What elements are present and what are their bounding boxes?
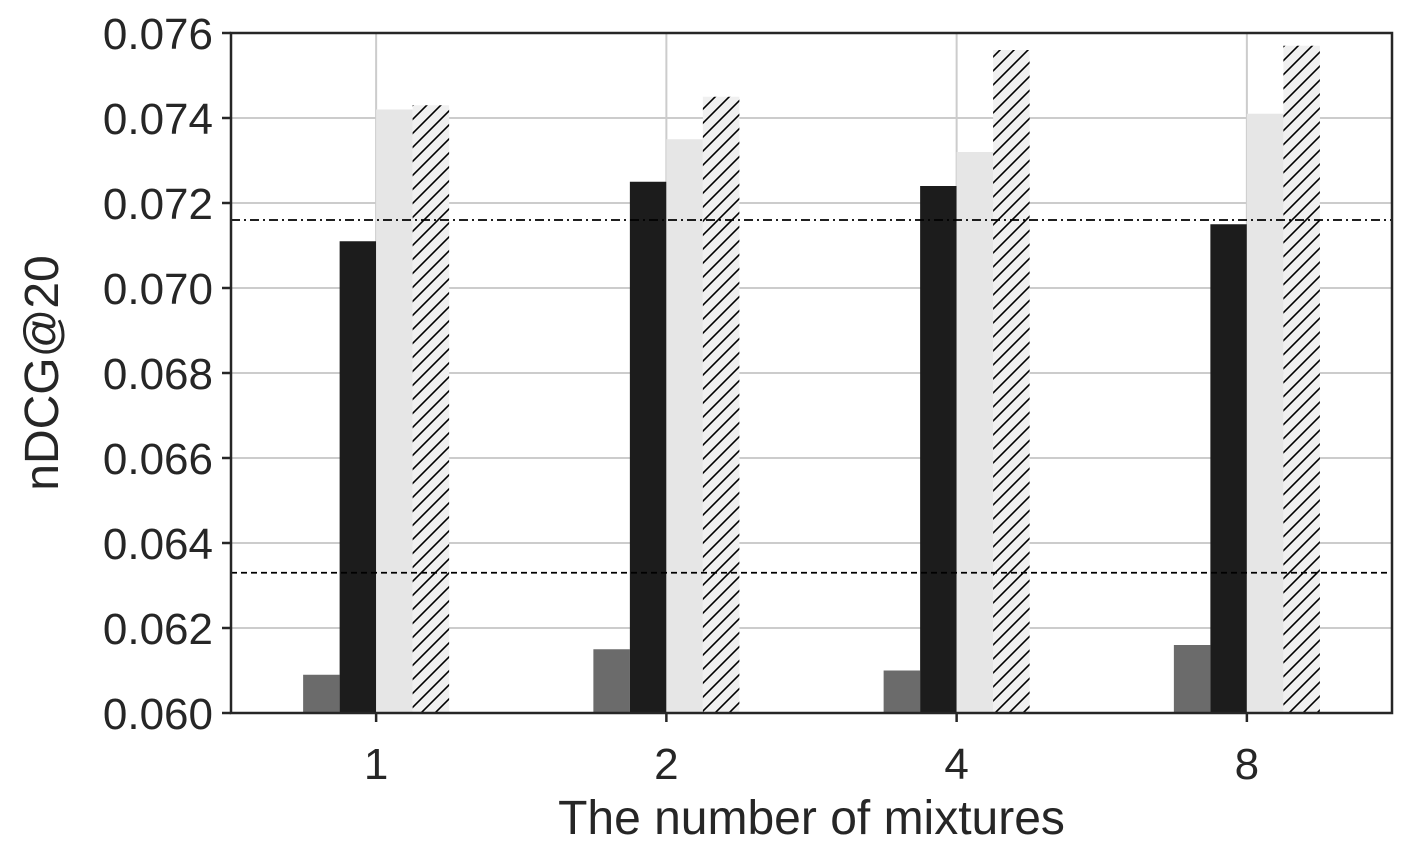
bar	[993, 50, 1030, 713]
bar	[1210, 224, 1247, 713]
reference-lines	[231, 219, 1392, 574]
y-tick-label: 0.060	[103, 690, 213, 739]
y-tick-label: 0.066	[103, 435, 213, 484]
x-tick-label: 1	[364, 740, 388, 789]
bar	[920, 186, 957, 713]
bar	[1283, 45, 1320, 713]
y-tick-label: 0.062	[103, 605, 213, 654]
y-tick-label: 0.064	[103, 520, 213, 569]
bar	[629, 181, 667, 713]
bar	[593, 649, 630, 713]
bar	[303, 674, 340, 713]
axis-ticks: 0.060 0.062 0.064 0.066 0.068 0.070 0.072 0.074…	[103, 10, 1259, 789]
bar	[702, 96, 740, 713]
x-tick-label: 2	[654, 740, 678, 789]
y-tick-label: 0.068	[103, 350, 213, 399]
x-tick-label: 8	[1235, 740, 1259, 789]
bars	[303, 45, 1320, 713]
bar	[666, 139, 703, 713]
y-tick-label: 0.072	[103, 180, 213, 229]
y-tick-label: 0.076	[103, 10, 213, 59]
bar	[376, 109, 413, 713]
bar	[412, 105, 450, 713]
bar	[956, 152, 994, 713]
bar	[339, 241, 377, 713]
bar	[1246, 113, 1284, 713]
x-axis-title: The number of mixtures	[558, 792, 1065, 845]
y-tick-label: 0.074	[103, 95, 213, 144]
y-axis-title: nDCG@20	[16, 255, 69, 490]
bar	[1173, 645, 1211, 713]
bar	[883, 670, 921, 713]
x-tick-label: 4	[944, 740, 968, 789]
y-tick-label: 0.070	[103, 265, 213, 314]
